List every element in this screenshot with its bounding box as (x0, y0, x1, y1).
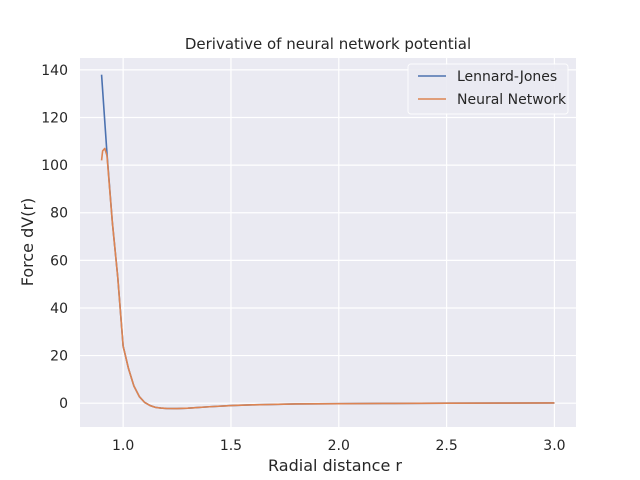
y-axis-ticks: 0 20 40 60 80 100 120 140 (41, 63, 68, 412)
grid-lines (80, 58, 576, 427)
x-axis-label: Radial distance r (268, 456, 402, 475)
plot-area (80, 58, 576, 427)
y-tick-label: 100 (41, 158, 68, 174)
series-layer (100, 74, 555, 410)
chart-title: Derivative of neural network potential (185, 35, 471, 53)
y-tick-label: 80 (50, 206, 68, 222)
y-tick-label: 0 (59, 396, 68, 412)
y-axis-label: Force dV(r) (18, 198, 37, 287)
y-tick-label: 40 (50, 301, 68, 317)
x-tick-label: 1.0 (112, 438, 134, 454)
legend-label-neural-network: Neural Network (457, 92, 567, 108)
legend-label-lennard-jones: Lennard-Jones (457, 69, 557, 85)
x-tick-label: 3.0 (543, 438, 565, 454)
x-tick-label: 2.5 (435, 438, 457, 454)
y-tick-label: 120 (41, 111, 68, 127)
series-line-neural-network (100, 147, 555, 410)
x-tick-label: 1.5 (220, 438, 242, 454)
legend-box (407, 63, 569, 115)
x-axis-ticks: 1.0 1.5 2.0 2.5 3.0 (112, 438, 566, 454)
legend: Lennard-Jones Neural Network (407, 63, 569, 115)
y-tick-label: 140 (41, 63, 68, 79)
y-tick-label: 60 (50, 253, 68, 269)
y-tick-label: 20 (50, 349, 68, 365)
x-tick-label: 2.0 (328, 438, 350, 454)
